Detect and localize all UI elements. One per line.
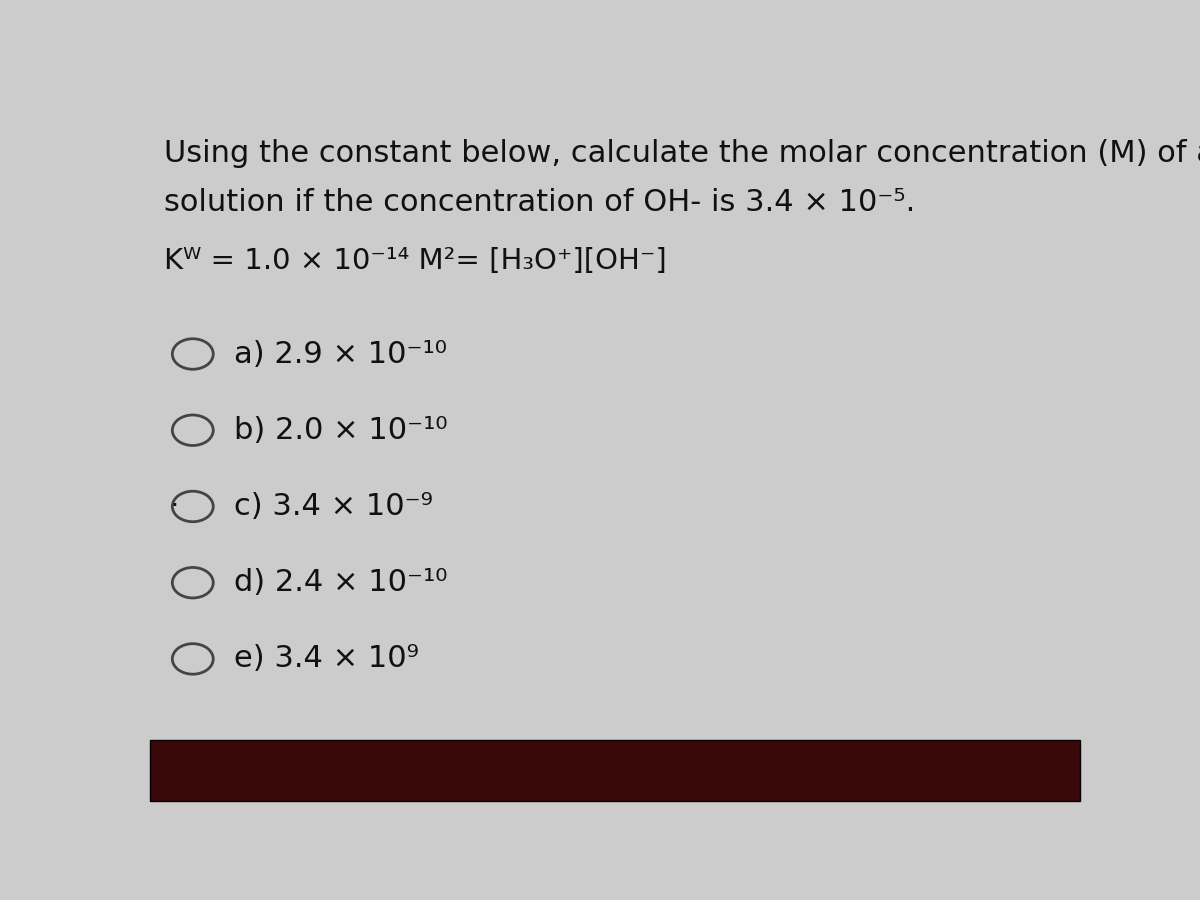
Text: a) 2.9 × 10⁻¹⁰: a) 2.9 × 10⁻¹⁰ bbox=[234, 339, 446, 368]
Text: e) 3.4 × 10⁹: e) 3.4 × 10⁹ bbox=[234, 644, 419, 673]
Text: c) 3.4 × 10⁻⁹: c) 3.4 × 10⁻⁹ bbox=[234, 492, 432, 521]
Text: Kᵂ = 1.0 × 10⁻¹⁴ M²= [H₃O⁺][OH⁻]: Kᵂ = 1.0 × 10⁻¹⁴ M²= [H₃O⁺][OH⁻] bbox=[164, 247, 667, 274]
Text: solution if the concentration of OH- is 3.4 × 10⁻⁵.: solution if the concentration of OH- is … bbox=[164, 188, 916, 217]
FancyBboxPatch shape bbox=[150, 740, 1080, 801]
Text: Using the constant below, calculate the molar concentration (M) of acid H₃O⁺ in: Using the constant below, calculate the … bbox=[164, 140, 1200, 168]
Text: ·: · bbox=[170, 494, 179, 518]
Text: b) 2.0 × 10⁻¹⁰: b) 2.0 × 10⁻¹⁰ bbox=[234, 416, 448, 445]
Text: d) 2.4 × 10⁻¹⁰: d) 2.4 × 10⁻¹⁰ bbox=[234, 568, 448, 598]
